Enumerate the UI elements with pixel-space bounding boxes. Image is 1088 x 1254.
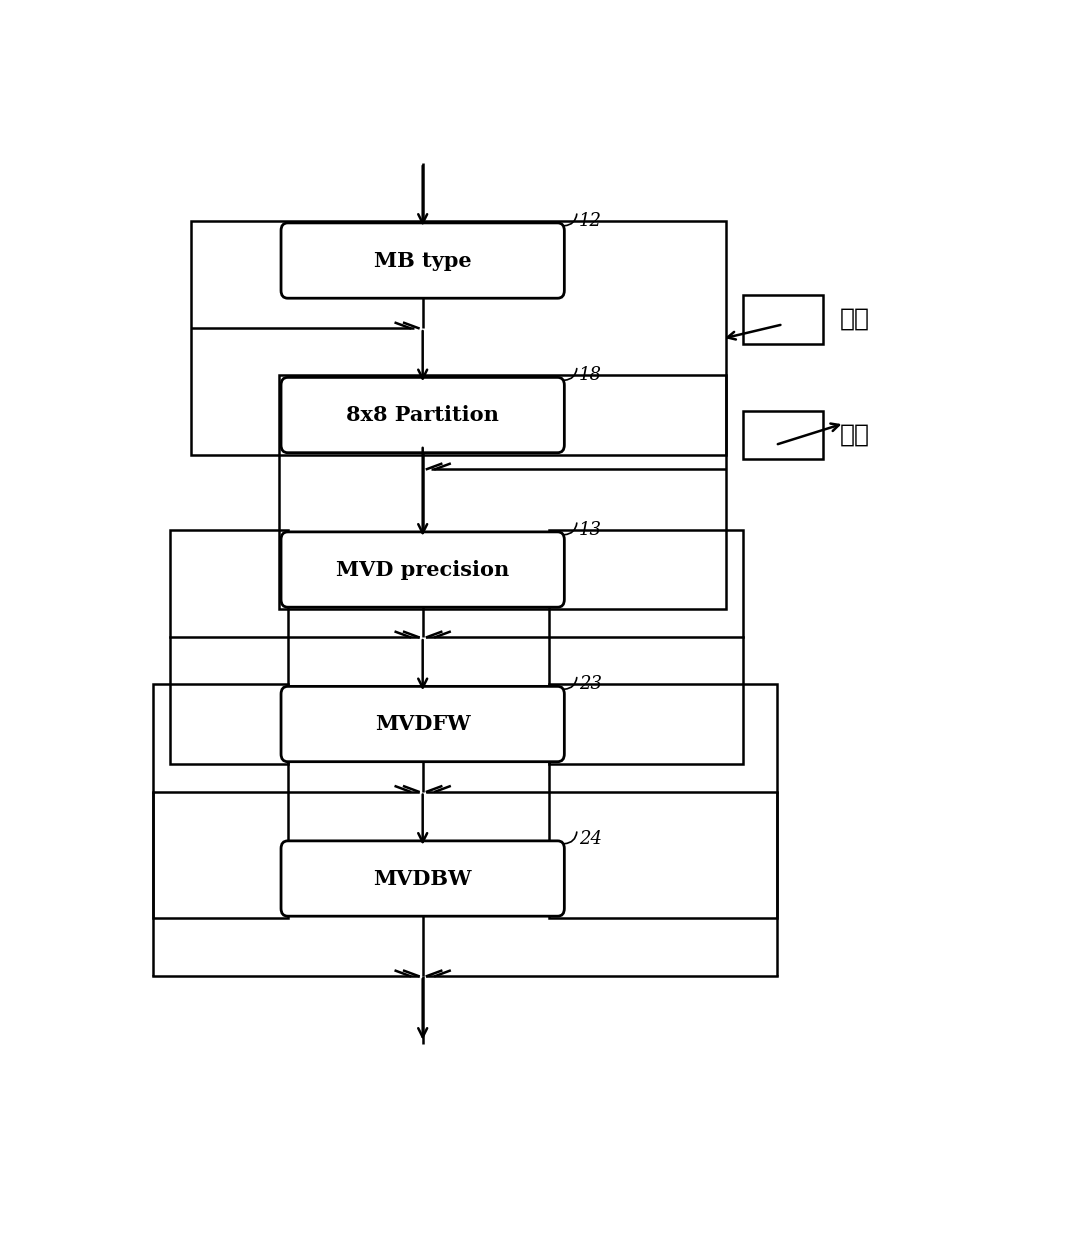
Text: 8x8 Partition: 8x8 Partition	[346, 405, 499, 425]
Text: 省略: 省略	[840, 308, 870, 331]
FancyBboxPatch shape	[281, 223, 565, 298]
Bar	[743, 411, 824, 459]
Bar	[152, 685, 287, 918]
FancyBboxPatch shape	[281, 686, 565, 761]
Text: 循环: 循环	[840, 424, 870, 446]
Text: 18: 18	[579, 366, 602, 385]
Bar	[280, 375, 727, 609]
Bar	[190, 221, 727, 455]
Text: 24: 24	[579, 830, 602, 848]
Bar	[549, 685, 777, 918]
Text: MB type: MB type	[374, 251, 471, 271]
FancyBboxPatch shape	[281, 532, 565, 607]
Bar	[549, 530, 743, 764]
Text: 12: 12	[579, 212, 602, 229]
Bar	[170, 530, 287, 764]
FancyBboxPatch shape	[281, 377, 565, 453]
Text: MVDBW: MVDBW	[373, 869, 472, 889]
Text: MVD precision: MVD precision	[336, 559, 509, 579]
FancyBboxPatch shape	[281, 841, 565, 917]
Text: 23: 23	[579, 676, 602, 693]
Text: MVDFW: MVDFW	[375, 714, 470, 734]
Text: 13: 13	[579, 520, 602, 539]
Bar	[743, 296, 824, 344]
